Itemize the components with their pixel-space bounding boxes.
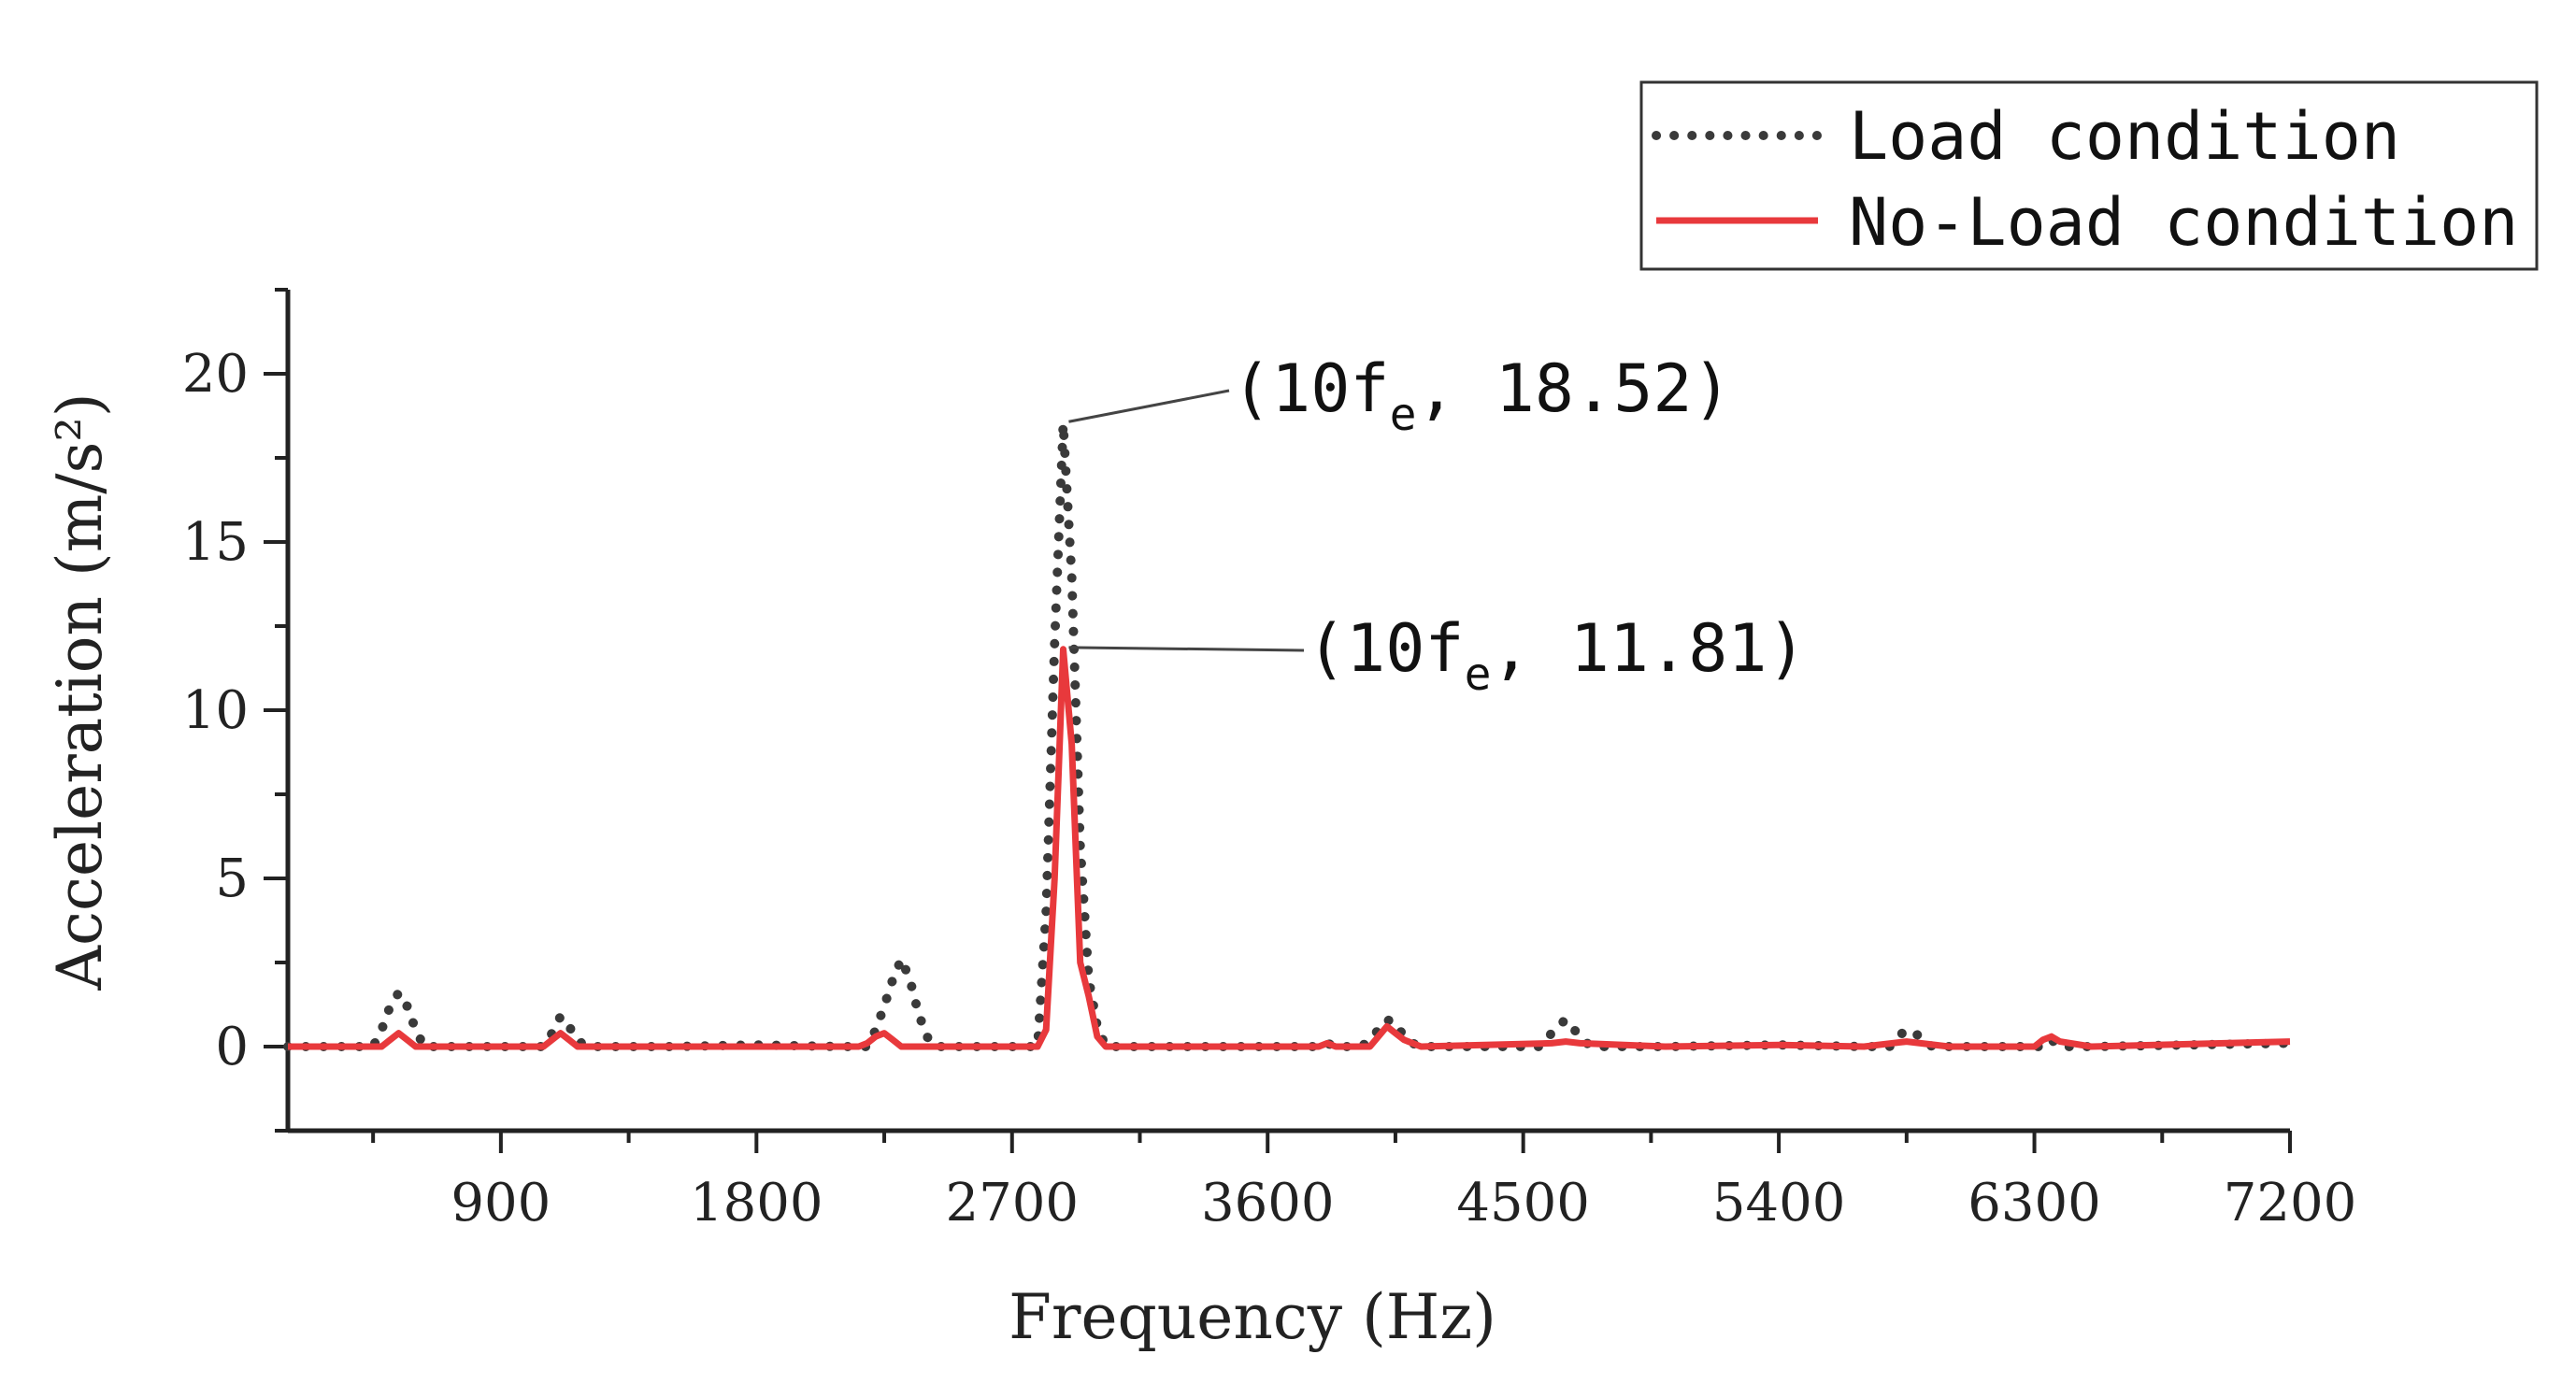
x-tick-label: 2700: [946, 1173, 1080, 1233]
x-tick-label: 4500: [1456, 1173, 1590, 1233]
y-axis-title: Acceleration (m/s²): [44, 392, 116, 991]
plot-area: 0 5 10 15 20 900 1800 2700 3600 4500 5400 6300 7200…: [182, 288, 2357, 1233]
x-tick-label: 5400: [1712, 1173, 1846, 1233]
x-tick-label: 1800: [690, 1173, 823, 1233]
legend-label-load: Load condition: [1849, 98, 2400, 175]
y-tick-label: 10: [182, 680, 249, 741]
annotation-leader-line: [1068, 389, 1230, 423]
y-tick-label: 5: [215, 848, 249, 909]
annotation-leader-line: [1068, 646, 1305, 652]
y-tick-label: 0: [215, 1017, 249, 1077]
x-tick-label: 6300: [1968, 1173, 2101, 1233]
series-line-no-load-condition: [288, 646, 2291, 1050]
annotation-label: (10fe, 18.52): [1232, 350, 1732, 441]
x-ticks: 900 1800 2700 3600 4500 5400 6300 7200: [371, 1131, 2357, 1233]
series-line-load-condition: [283, 419, 2295, 1051]
annotations: (10fe, 18.52) (10fe, 11.81): [1068, 350, 1807, 701]
x-tick-label: 900: [451, 1173, 551, 1233]
legend: Load condition No-Load condition: [1639, 80, 2539, 271]
y-tick-label: 15: [182, 512, 249, 573]
series-layer: [283, 419, 2295, 1051]
x-tick-label: 3600: [1201, 1173, 1335, 1233]
y-tick-label: 20: [182, 344, 249, 405]
y-ticks: 0 5 10 15 20: [182, 288, 288, 1133]
legend-label-noload: No-Load condition: [1849, 184, 2518, 261]
annotation-label: (10fe, 11.81): [1307, 610, 1807, 701]
x-axis-title: Frequency (Hz): [1009, 1281, 1496, 1353]
legend-box: [1639, 80, 2539, 271]
x-tick-label: 7200: [2224, 1173, 2357, 1233]
